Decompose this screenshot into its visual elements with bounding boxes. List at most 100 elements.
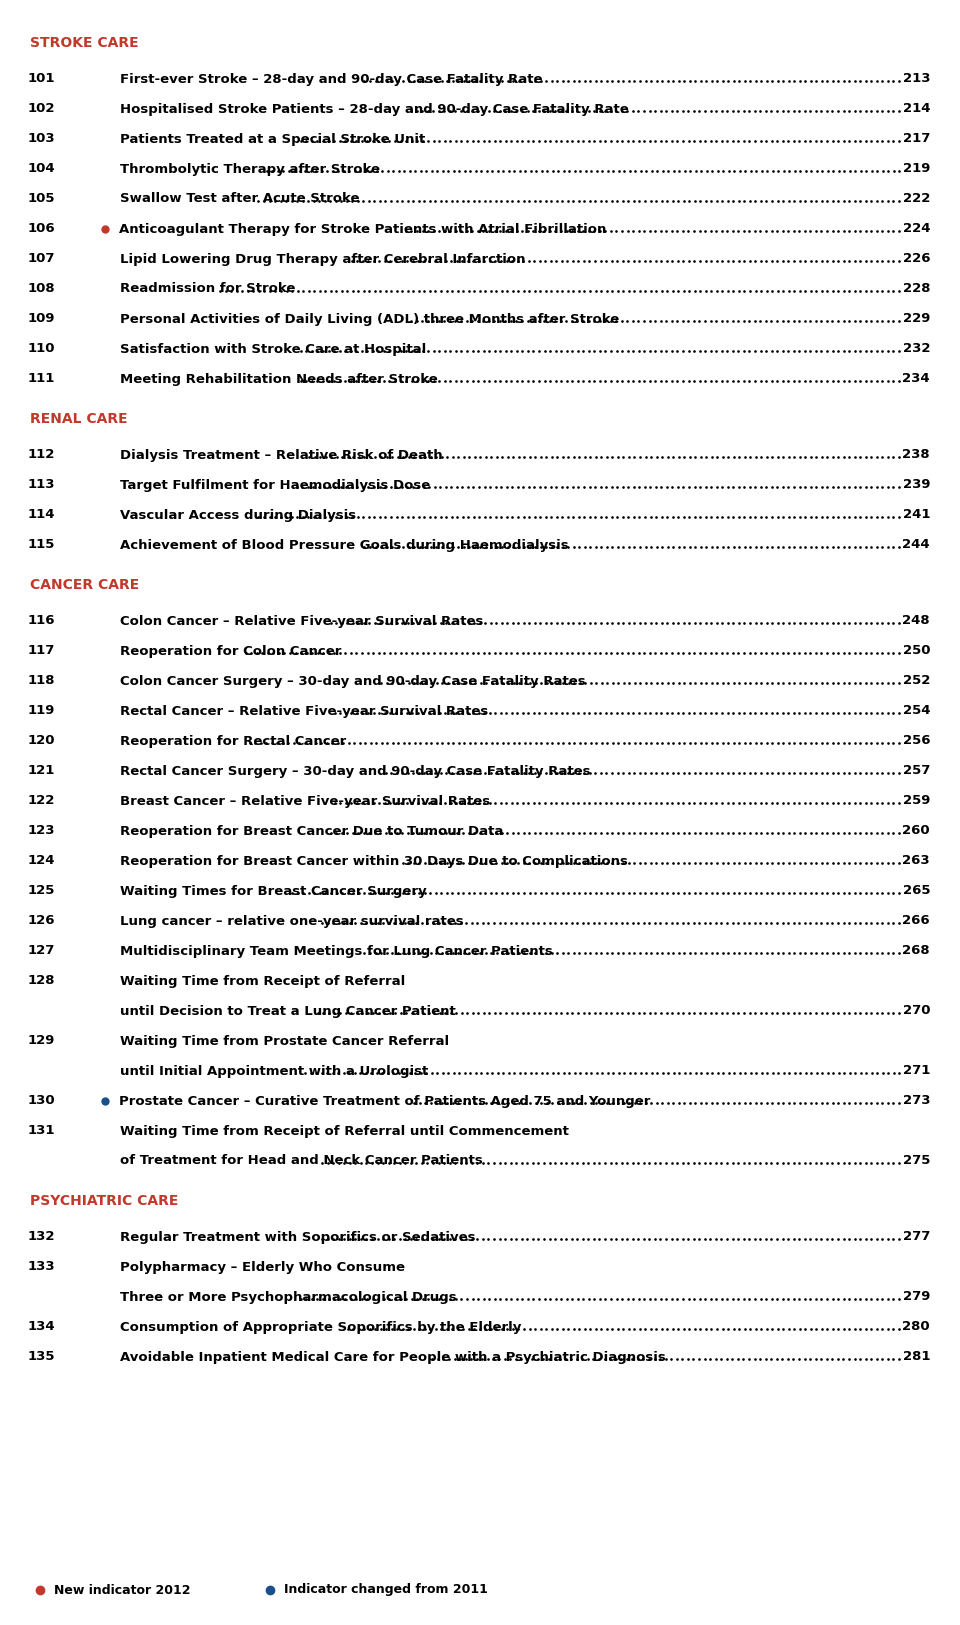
- Text: 275: 275: [902, 1154, 930, 1167]
- Text: 119: 119: [28, 705, 55, 718]
- Text: 103: 103: [28, 133, 55, 146]
- Text: Waiting Times for Breast Cancer Surgery: Waiting Times for Breast Cancer Surgery: [120, 884, 426, 897]
- Text: Target Fulfilment for Haemodialysis Dose: Target Fulfilment for Haemodialysis Dose: [120, 478, 430, 491]
- Text: 106: 106: [28, 223, 55, 236]
- Text: 273: 273: [902, 1095, 930, 1108]
- Text: Multidisciplinary Team Meetings for Lung Cancer Patients: Multidisciplinary Team Meetings for Lung…: [120, 944, 553, 957]
- Text: 128: 128: [28, 975, 55, 988]
- Text: Thrombolytic Therapy after Stroke: Thrombolytic Therapy after Stroke: [120, 162, 380, 176]
- Text: 252: 252: [902, 674, 930, 687]
- Text: Achievement of Blood Pressure Goals during Haemodialysis: Achievement of Blood Pressure Goals duri…: [120, 538, 568, 551]
- Text: 135: 135: [28, 1350, 55, 1363]
- Text: Waiting Time from Receipt of Referral until Commencement: Waiting Time from Receipt of Referral un…: [120, 1124, 569, 1138]
- Text: until Initial Appointment with a Urologist: until Initial Appointment with a Urologi…: [120, 1064, 428, 1077]
- Text: 260: 260: [902, 824, 930, 837]
- Text: Readmission for Stroke: Readmission for Stroke: [120, 283, 296, 296]
- Text: 133: 133: [28, 1261, 55, 1274]
- Text: Rectal Cancer – Relative Five-year Survival Rates: Rectal Cancer – Relative Five-year Survi…: [120, 705, 489, 718]
- Text: 108: 108: [28, 283, 55, 296]
- Text: First-ever Stroke – 28-day and 90-day Case Fatality Rate: First-ever Stroke – 28-day and 90-day Ca…: [120, 73, 542, 86]
- Text: 219: 219: [902, 162, 930, 176]
- Text: 222: 222: [902, 192, 930, 205]
- Text: 217: 217: [902, 133, 930, 146]
- Text: PSYCHIATRIC CARE: PSYCHIATRIC CARE: [30, 1194, 179, 1207]
- Text: 241: 241: [902, 509, 930, 522]
- Text: Colon Cancer Surgery – 30-day and 90-day Case Fatality Rates: Colon Cancer Surgery – 30-day and 90-day…: [120, 674, 586, 687]
- Text: 116: 116: [28, 614, 55, 627]
- Text: Waiting Time from Receipt of Referral: Waiting Time from Receipt of Referral: [120, 975, 405, 988]
- Text: 117: 117: [28, 645, 55, 658]
- Text: Reoperation for Rectal Cancer: Reoperation for Rectal Cancer: [120, 734, 347, 748]
- Text: Colon Cancer – Relative Five-year Survival Rates: Colon Cancer – Relative Five-year Surviv…: [120, 614, 484, 627]
- Text: Rectal Cancer Surgery – 30-day and 90-day Case Fatality Rates: Rectal Cancer Surgery – 30-day and 90-da…: [120, 764, 590, 777]
- Text: Reoperation for Colon Cancer: Reoperation for Colon Cancer: [120, 645, 342, 658]
- Text: 232: 232: [902, 343, 930, 356]
- Text: 279: 279: [902, 1290, 930, 1303]
- Text: 244: 244: [902, 538, 930, 551]
- Text: Breast Cancer – Relative Five-year Survival Rates: Breast Cancer – Relative Five-year Survi…: [120, 795, 491, 808]
- Text: 256: 256: [902, 734, 930, 748]
- Text: 226: 226: [902, 252, 930, 265]
- Text: Reoperation for Breast Cancer Due to Tumour Data: Reoperation for Breast Cancer Due to Tum…: [120, 824, 503, 837]
- Text: Meeting Rehabilitation Needs after Stroke: Meeting Rehabilitation Needs after Strok…: [120, 372, 438, 385]
- Text: 122: 122: [28, 795, 55, 808]
- Text: 263: 263: [902, 855, 930, 868]
- Text: 239: 239: [902, 478, 930, 491]
- Text: 248: 248: [902, 614, 930, 627]
- Text: Vascular Access during Dialysis: Vascular Access during Dialysis: [120, 509, 356, 522]
- Text: 118: 118: [28, 674, 55, 687]
- Text: 112: 112: [28, 449, 55, 462]
- Text: Hospitalised Stroke Patients – 28-day and 90-day Case Fatality Rate: Hospitalised Stroke Patients – 28-day an…: [120, 102, 629, 115]
- Text: Personal Activities of Daily Living (ADL) three Months after Stroke: Personal Activities of Daily Living (ADL…: [120, 312, 619, 325]
- Text: 238: 238: [902, 449, 930, 462]
- Text: Prostate Cancer – Curative Treatment of Patients Aged 75 and Younger: Prostate Cancer – Curative Treatment of …: [119, 1095, 650, 1108]
- Text: 250: 250: [902, 645, 930, 658]
- Text: 259: 259: [902, 795, 930, 808]
- Text: Reoperation for Breast Cancer within 30 Days Due to Complications: Reoperation for Breast Cancer within 30 …: [120, 855, 628, 868]
- Text: New indicator 2012: New indicator 2012: [54, 1583, 190, 1596]
- Text: CANCER CARE: CANCER CARE: [30, 578, 139, 592]
- Text: Waiting Time from Prostate Cancer Referral: Waiting Time from Prostate Cancer Referr…: [120, 1035, 449, 1048]
- Text: 114: 114: [28, 509, 55, 522]
- Text: 281: 281: [902, 1350, 930, 1363]
- Text: 111: 111: [28, 372, 55, 385]
- Text: Swallow Test after Acute Stroke: Swallow Test after Acute Stroke: [120, 192, 359, 205]
- Text: 228: 228: [902, 283, 930, 296]
- Text: Regular Treatment with Soporifics or Sedatives: Regular Treatment with Soporifics or Sed…: [120, 1230, 475, 1243]
- Text: 104: 104: [28, 162, 55, 176]
- Text: 107: 107: [28, 252, 55, 265]
- Text: 277: 277: [902, 1230, 930, 1243]
- Text: 123: 123: [28, 824, 55, 837]
- Text: 257: 257: [902, 764, 930, 777]
- Text: 121: 121: [28, 764, 55, 777]
- Text: Indicator changed from 2011: Indicator changed from 2011: [284, 1583, 488, 1596]
- Text: Patients Treated at a Special Stroke Unit: Patients Treated at a Special Stroke Uni…: [120, 133, 425, 146]
- Text: 131: 131: [28, 1124, 55, 1138]
- Text: Satisfaction with Stroke Care at Hospital: Satisfaction with Stroke Care at Hospita…: [120, 343, 426, 356]
- Text: Lipid Lowering Drug Therapy after Cerebral Infarction: Lipid Lowering Drug Therapy after Cerebr…: [120, 252, 525, 265]
- Text: until Decision to Treat a Lung Cancer Patient: until Decision to Treat a Lung Cancer Pa…: [120, 1004, 456, 1017]
- Text: 271: 271: [902, 1064, 930, 1077]
- Text: of Treatment for Head and Neck Cancer Patients: of Treatment for Head and Neck Cancer Pa…: [120, 1154, 483, 1167]
- Text: 254: 254: [902, 705, 930, 718]
- Text: Dialysis Treatment – Relative Risk of Death: Dialysis Treatment – Relative Risk of De…: [120, 449, 443, 462]
- Text: 124: 124: [28, 855, 55, 868]
- Text: Avoidable Inpatient Medical Care for People with a Psychiatric Diagnosis: Avoidable Inpatient Medical Care for Peo…: [120, 1350, 665, 1363]
- Text: 266: 266: [902, 915, 930, 928]
- Text: 213: 213: [902, 73, 930, 86]
- Text: 113: 113: [28, 478, 55, 491]
- Text: Anticoagulant Therapy for Stroke Patients with Atrial Fibrillation: Anticoagulant Therapy for Stroke Patient…: [119, 223, 607, 236]
- Text: 130: 130: [28, 1095, 55, 1108]
- Text: 115: 115: [28, 538, 55, 551]
- Text: 234: 234: [902, 372, 930, 385]
- Text: Lung cancer – relative one-year survival rates: Lung cancer – relative one-year survival…: [120, 915, 464, 928]
- Text: 214: 214: [902, 102, 930, 115]
- Text: RENAL CARE: RENAL CARE: [30, 413, 128, 426]
- Text: 110: 110: [28, 343, 55, 356]
- Text: 268: 268: [902, 944, 930, 957]
- Text: 105: 105: [28, 192, 55, 205]
- Text: 270: 270: [902, 1004, 930, 1017]
- Text: 129: 129: [28, 1035, 55, 1048]
- Text: 102: 102: [28, 102, 55, 115]
- Text: 280: 280: [902, 1321, 930, 1334]
